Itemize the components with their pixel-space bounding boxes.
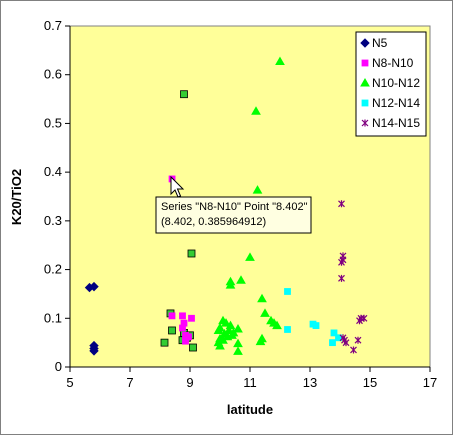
data-point-n8-n10 [182, 337, 189, 345]
legend-marker-n5 [360, 38, 370, 48]
data-point-n10-n12 [233, 346, 243, 355]
data-point-n10-n12 [275, 56, 285, 66]
data-point-n8-n10 [179, 324, 186, 332]
data-point-n10-n12 [218, 335, 228, 344]
legend: N5 N8-N10 N10-N12 N12-N14 N14-N15 [355, 31, 427, 137]
y-tick-label: 0.7 [44, 18, 62, 33]
tooltip-line-2: (8.402, 0.385964912) [161, 216, 266, 228]
legend-marker-n14-n15 [361, 119, 369, 127]
data-point-n10-n12 [180, 90, 188, 99]
legend-label-n14-n15: N14-N15 [372, 116, 420, 130]
legend-label-n12-n14: N12-N14 [372, 96, 420, 110]
y-tick-label: 0.1 [44, 310, 62, 325]
x-tick-label: 11 [243, 375, 257, 390]
data-point-n10-n12 [215, 341, 225, 350]
y-tick-label: 0.2 [44, 262, 62, 277]
data-point-n10-n12 [236, 275, 246, 284]
data-point-n10-n12 [221, 318, 231, 327]
data-point-n14-n15 [354, 336, 362, 344]
mouse-cursor-icon [170, 175, 185, 198]
data-point-n10-n12 [272, 320, 282, 330]
legend-box [355, 31, 427, 137]
data-point-n8-n10 [168, 312, 176, 320]
legend-marker-n10-n12 [360, 77, 370, 87]
data-point-n10-n12 [252, 185, 263, 194]
data-point-n10-n12 [224, 325, 234, 334]
x-tick-label: 9 [186, 375, 193, 390]
data-point-n10-n12 [213, 325, 224, 334]
x-axis-title: latitude [227, 402, 273, 417]
data-point-n10-n12 [225, 280, 236, 289]
data-point-n10-n12 [160, 338, 169, 347]
data-point-n10-n12 [168, 326, 176, 335]
data-point-n14-n15 [338, 274, 345, 282]
data-point-n10-n12 [222, 331, 233, 341]
y-tick-label: 0.4 [44, 164, 62, 179]
data-point-n5 [89, 346, 99, 356]
data-point-tooltip: Series "N8-N10" Point "8.402" (8.402, 0.… [155, 196, 312, 234]
y-tick-label: 0.3 [44, 213, 62, 228]
data-point-n12-n14 [329, 339, 336, 347]
x-tick-label: 7 [126, 375, 133, 390]
data-point-n12-n14 [330, 329, 338, 337]
data-point-n10-n12 [257, 293, 267, 303]
y-tick-label: 0.6 [44, 67, 62, 82]
data-point-n12-n14 [284, 326, 291, 333]
data-point-n10-n12 [245, 252, 255, 261]
data-point-n10-n12 [187, 249, 196, 258]
data-point-n8-n10 [179, 312, 186, 320]
data-point-n14-n15 [356, 317, 363, 325]
legend-label-n10-n12: N10-N12 [372, 76, 420, 90]
y-tick-label: 0.5 [44, 115, 62, 130]
data-point-n8-n10 [188, 314, 195, 322]
x-tick-label: 5 [66, 375, 73, 390]
data-point-n14-n15 [350, 346, 357, 354]
data-point-n10-n12 [251, 106, 261, 115]
data-point-n10-n12 [233, 323, 243, 333]
data-point-n10-n12 [260, 308, 270, 317]
x-tick-label: 15 [363, 375, 377, 390]
tooltip-line-1: Series "N8-N10" Point "8.402" [161, 201, 308, 213]
data-point-n5 [89, 281, 99, 292]
data-point-n12-n14 [284, 288, 291, 295]
legend-marker-n12-n14 [361, 99, 369, 107]
tooltip-box [155, 196, 312, 234]
data-point-n14-n15 [360, 314, 368, 322]
data-point-n10-n12 [189, 343, 197, 352]
legend-label-n5: N5 [372, 36, 388, 50]
y-tick-label: 0 [55, 359, 62, 374]
x-tick-label: 17 [423, 375, 437, 390]
data-point-n14-n15 [338, 200, 345, 208]
data-point-n12-n14 [312, 322, 320, 329]
y-axis-title: K20/TiO2 [9, 169, 24, 225]
x-tick-label: 13 [303, 375, 317, 390]
legend-label-n8-n10: N8-N10 [372, 56, 414, 70]
data-point-n14-n15 [338, 258, 345, 266]
data-point-n14-n15 [342, 339, 350, 347]
legend-marker-n8-n10 [361, 59, 369, 67]
data-point-n10-n12 [255, 336, 266, 346]
